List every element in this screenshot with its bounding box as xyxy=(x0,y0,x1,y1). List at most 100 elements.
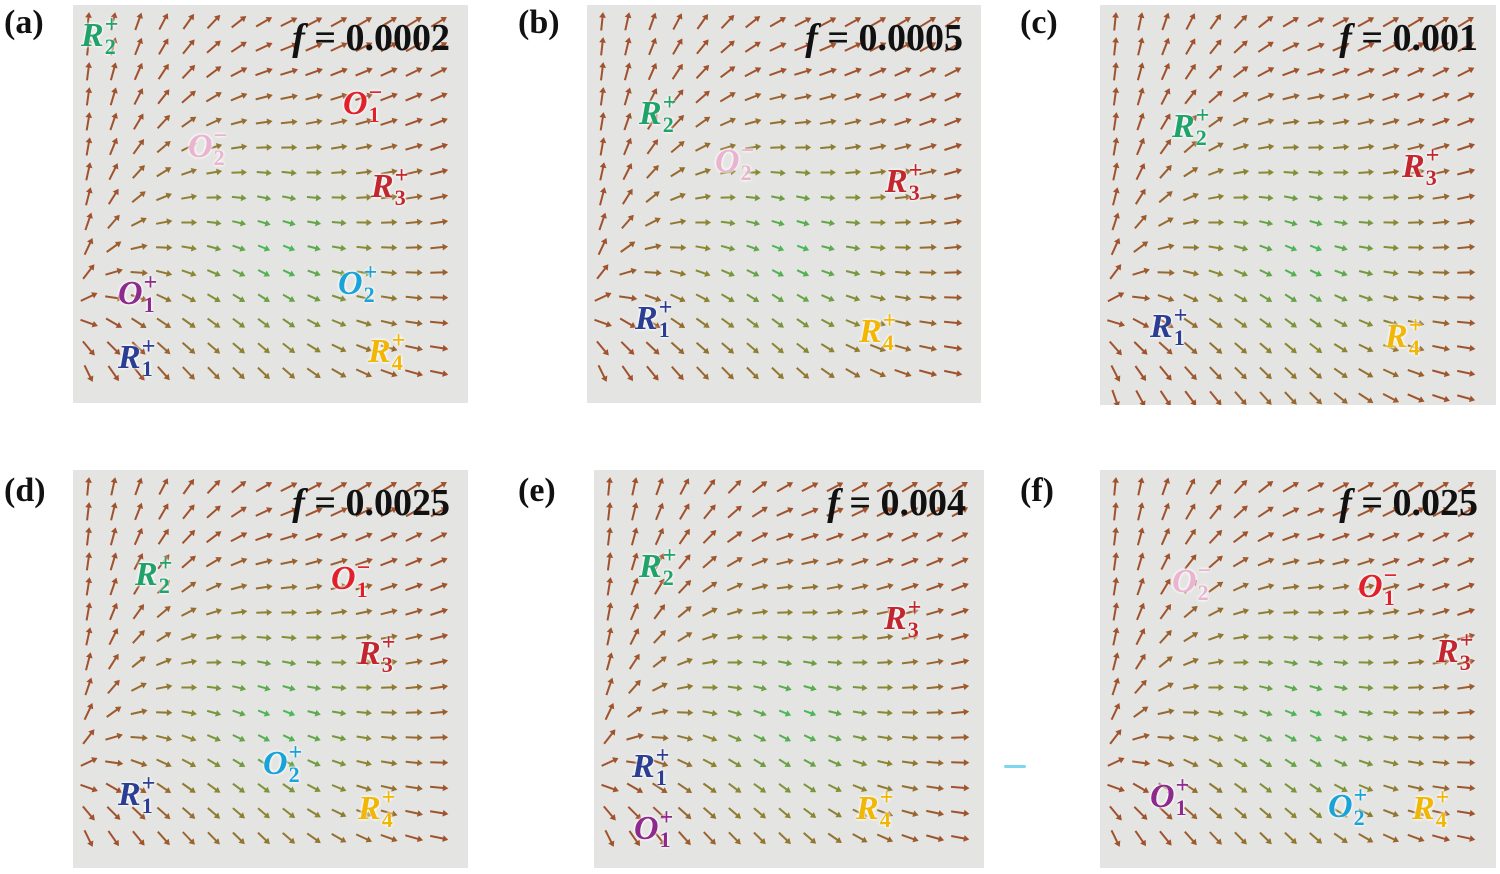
field-arrow-head xyxy=(1189,478,1196,485)
field-arrow-head xyxy=(165,657,172,665)
field-arrow-head xyxy=(163,579,171,587)
field-arrow-head xyxy=(91,757,98,764)
field-arrow-head xyxy=(1138,552,1145,559)
field-arrow-head xyxy=(314,811,321,818)
field-arrow-head xyxy=(811,659,818,667)
field-arrow-head xyxy=(1242,582,1249,589)
field-arrow-head xyxy=(116,267,123,275)
field-arrow-head xyxy=(1442,482,1449,488)
field-arrow-head xyxy=(416,193,423,201)
field-arrow-head xyxy=(930,67,937,74)
field-arrow-head xyxy=(956,344,963,352)
field-arrow-head xyxy=(263,296,270,302)
field-arrow-head xyxy=(111,552,118,559)
field-arrow-head xyxy=(1218,219,1225,226)
field-arrow-head xyxy=(805,67,812,75)
field-arrow-head xyxy=(266,507,273,514)
field-arrow-head xyxy=(1292,482,1299,488)
field-arrow-head xyxy=(1290,245,1298,252)
field-arrow-head xyxy=(1190,89,1197,96)
field-arrow-head xyxy=(653,348,660,355)
field-arrow-head xyxy=(263,837,270,845)
field-arrow-head xyxy=(677,114,685,122)
field-arrow-head xyxy=(862,507,869,514)
field-arrow-head xyxy=(1218,193,1225,201)
field-arrow-head xyxy=(710,761,718,768)
field-arrow-head xyxy=(164,813,171,820)
field-arrow-head xyxy=(634,839,640,847)
field-arrow-head xyxy=(861,836,868,843)
field-arrow-head xyxy=(164,787,172,793)
field-arrow-head xyxy=(166,244,173,251)
field-arrow-head xyxy=(601,375,608,382)
field-arrow-head xyxy=(1268,557,1275,564)
field-arrow-head xyxy=(1112,12,1119,18)
field-arrow-head xyxy=(215,684,222,692)
field-arrow-head xyxy=(239,710,246,717)
field-arrow-head xyxy=(624,12,632,19)
field-arrow-head xyxy=(887,709,893,717)
field-arrow-head xyxy=(1168,708,1175,715)
field-arrow-head xyxy=(657,502,664,510)
field-arrow-head xyxy=(191,219,198,226)
field-arrow-head xyxy=(1418,608,1425,615)
field-arrow-head xyxy=(779,194,786,202)
field-arrow-head xyxy=(111,137,118,145)
field-arrow-head xyxy=(391,143,398,150)
field-arrow-head xyxy=(659,630,666,637)
field-arrow-head xyxy=(164,632,172,639)
field-arrow-head xyxy=(1189,13,1196,20)
field-arrow-head xyxy=(1242,710,1249,717)
field-arrow-head xyxy=(166,218,173,226)
field-arrow-head xyxy=(905,92,912,99)
field-arrow-head xyxy=(761,532,769,539)
field-arrow-head xyxy=(632,602,640,610)
field-arrow-head xyxy=(729,219,736,227)
field-arrow-head xyxy=(1191,167,1199,173)
field-arrow-head xyxy=(163,554,170,561)
field-arrow-head xyxy=(736,608,744,615)
field-arrow-head xyxy=(937,532,944,539)
field-arrow-head xyxy=(1191,140,1198,148)
field-arrow-head xyxy=(685,787,692,793)
field-arrow-head xyxy=(141,295,148,303)
field-arrow-head xyxy=(786,659,793,667)
field-arrow-head xyxy=(787,583,794,591)
field-arrow-head xyxy=(1114,238,1121,245)
field-arrow-head xyxy=(703,90,710,97)
field-arrow-head xyxy=(139,191,146,198)
field-arrow-head xyxy=(1443,395,1450,403)
field-arrow-head xyxy=(812,532,819,540)
field-arrow-head xyxy=(1393,168,1400,176)
field-arrow-head xyxy=(736,531,743,538)
field-arrow-head xyxy=(1418,810,1425,817)
field-arrow-head xyxy=(1318,42,1325,49)
field-arrow-head xyxy=(1216,64,1223,72)
field-arrow-head xyxy=(1341,709,1348,717)
field-arrow-head xyxy=(1343,583,1350,591)
field-arrow-head xyxy=(1317,194,1324,202)
field-arrow-head xyxy=(1138,577,1145,584)
field-arrow-head xyxy=(1242,143,1250,150)
field-arrow-head xyxy=(111,62,118,69)
field-arrow-head xyxy=(1217,709,1224,717)
field-arrow-head xyxy=(1368,67,1375,74)
field-arrow-head xyxy=(1392,734,1399,742)
field-arrow-head xyxy=(1368,92,1375,100)
field-arrow-head xyxy=(1137,477,1145,484)
field-arrow-head xyxy=(416,168,423,175)
field-arrow-head xyxy=(912,608,919,615)
field-arrow-head xyxy=(391,759,398,767)
field-arrow-head xyxy=(651,113,658,120)
field-arrow-head xyxy=(1163,62,1171,70)
field-arrow-head xyxy=(1141,348,1148,355)
field-arrow-head xyxy=(441,632,449,640)
field-arrow-head xyxy=(288,270,296,277)
field-arrow-head xyxy=(963,784,970,792)
field-arrow-head xyxy=(937,557,944,564)
field-arrow-head xyxy=(854,295,861,302)
field-arrow-head xyxy=(85,477,92,483)
field-arrow-head xyxy=(1215,13,1222,21)
field-arrow-head xyxy=(912,633,919,640)
field-arrow-head xyxy=(141,243,148,250)
